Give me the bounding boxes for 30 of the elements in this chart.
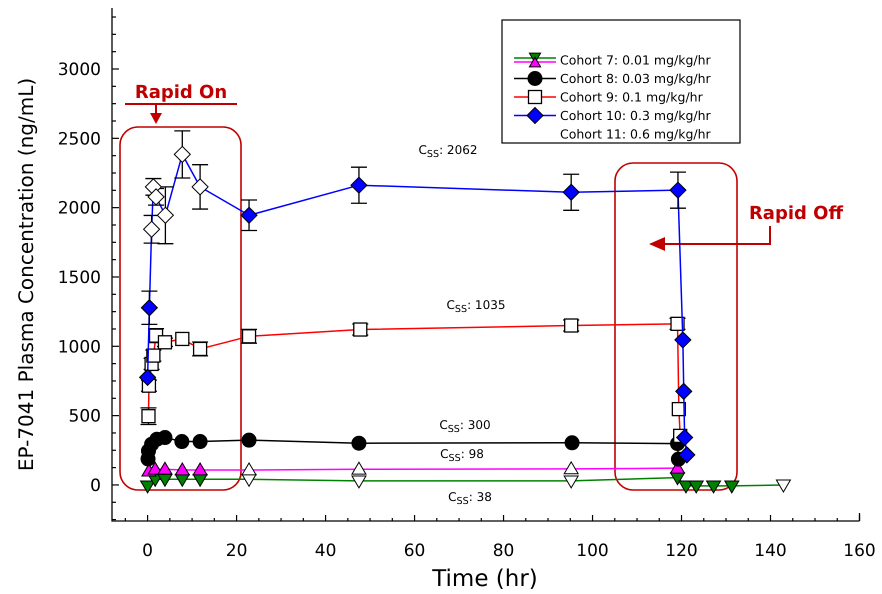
annotation: Rapid On bbox=[134, 82, 228, 103]
x-tick-label: 0 bbox=[142, 541, 154, 561]
x-tick-label: 20 bbox=[226, 541, 248, 561]
y-tick-label: 2500 bbox=[58, 129, 101, 150]
y-tick-label: 1000 bbox=[58, 337, 101, 358]
annotation: C$_{SS}$: 98 bbox=[440, 447, 484, 464]
y-tick-label: 500 bbox=[68, 406, 101, 427]
y-tick-label: 3000 bbox=[58, 60, 101, 80]
x-axis-title: Time (hr) bbox=[431, 566, 538, 592]
y-tick-label: 2000 bbox=[58, 198, 101, 219]
text: Cohort 11: 0.6 mg/kg/hr bbox=[560, 126, 712, 142]
y-tick-label: 1500 bbox=[58, 268, 101, 288]
annotation: C$_{SS}$: 38 bbox=[448, 490, 492, 507]
x-tick-label: 160 bbox=[843, 541, 876, 561]
legend-label: Cohort 8: 0.03 mg/kg/hr bbox=[560, 71, 712, 86]
y-axis-title: EP-7041 Plasma Concentration (ng/mL) bbox=[14, 78, 38, 472]
annotation: Rapid Off bbox=[748, 203, 844, 224]
x-tick-label: 140 bbox=[754, 541, 787, 561]
legend-label: Cohort 7: 0.01 mg/kg/hr bbox=[560, 52, 712, 68]
annotation: C$_{SS}$: 1035 bbox=[446, 298, 506, 315]
legend-label: Cohort 10: 0.3 mg/kg/hr bbox=[560, 108, 712, 123]
annotation: C$_{SS}$: 300 bbox=[439, 418, 491, 435]
x-tick-label: 40 bbox=[314, 541, 336, 561]
legend-label: Cohort 9: 0.1 mg/kg/hr bbox=[560, 90, 704, 104]
x-tick-label: 120 bbox=[665, 541, 698, 561]
x-tick-label: 80 bbox=[492, 541, 514, 561]
x-tick-label: 60 bbox=[404, 541, 426, 561]
x-tick-label: 100 bbox=[576, 541, 609, 561]
y-tick-label: 0 bbox=[90, 476, 101, 496]
annotation: C$_{SS}$: 2062 bbox=[418, 143, 478, 160]
